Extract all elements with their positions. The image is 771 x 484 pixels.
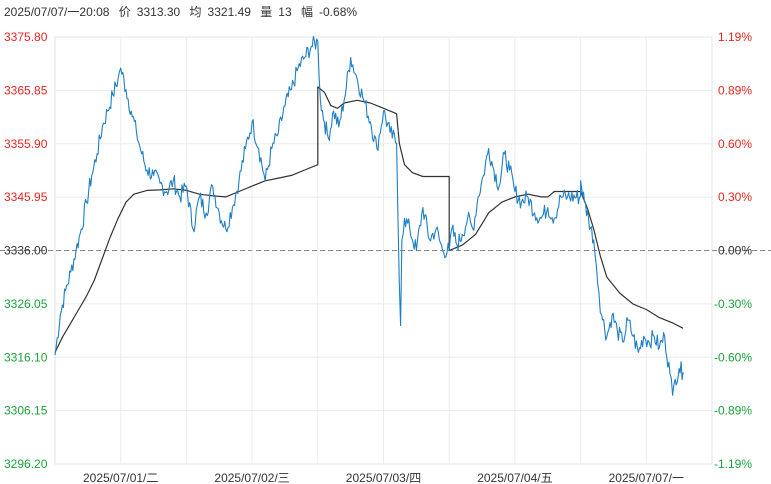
price-axis: 3375.80 3365.85 3355.90 3345.95 3336.00 3326.… — [4, 30, 48, 471]
percent-axis: 1.19% 0.89% 0.60% 0.30% 0.00% -0.30% -0.60% -0.… — [714, 30, 752, 471]
info-volume: 13 — [278, 5, 292, 19]
x-tick-label: 2025/07/01/二 — [83, 471, 158, 484]
info-datetime: 2025/07/07/一20:08 — [4, 5, 110, 19]
y-tick-label: 3316.10 — [4, 350, 48, 364]
x-tick-label: 2025/07/02/三 — [214, 471, 289, 484]
info-avg: 3321.49 — [207, 5, 251, 19]
y-tick-label: 3375.80 — [4, 30, 48, 44]
price-line — [54, 35, 684, 396]
x-tick-label: 2025/07/04/五 — [477, 471, 552, 484]
x-tick-label: 2025/07/07/一 — [609, 471, 684, 484]
y-tick-label: 3345.95 — [4, 190, 48, 204]
info-volume-label: 量 — [260, 5, 273, 19]
pct-tick-label: -0.89% — [714, 404, 752, 418]
pct-tick-label: 0.60% — [718, 137, 752, 151]
info-change-label: 幅 — [301, 5, 314, 19]
quote-info-bar: 2025/07/07/一20:08 价 3313.30 均 3321.49 量 13 … — [4, 3, 363, 20]
series-lines — [54, 35, 684, 396]
y-tick-label: 3326.05 — [4, 297, 48, 311]
info-price: 3313.30 — [136, 5, 181, 19]
pct-tick-label: -0.60% — [714, 350, 752, 364]
y-tick-label: 3296.20 — [4, 457, 48, 471]
pct-tick-label: -0.30% — [714, 297, 752, 311]
y-tick-label: 3336.00 — [4, 244, 48, 258]
x-tick-label: 2025/07/03/四 — [346, 471, 421, 484]
y-tick-label: 3365.85 — [4, 83, 48, 97]
y-tick-label: 3306.15 — [4, 404, 48, 418]
y-tick-label: 3355.90 — [4, 137, 48, 151]
chart-grid — [0, 36, 771, 465]
pct-tick-label: 0.30% — [718, 190, 752, 204]
info-avg-label: 均 — [189, 5, 202, 19]
pct-tick-label: 0.89% — [718, 83, 752, 97]
date-axis: 2025/07/01/二 2025/07/02/三 2025/07/03/四 2025… — [83, 471, 684, 484]
pct-tick-label: 0.00% — [718, 244, 752, 258]
pct-tick-label: 1.19% — [718, 30, 752, 44]
info-change: -0.68% — [319, 5, 358, 19]
pct-tick-label: -1.19% — [714, 457, 752, 471]
info-price-label: 价 — [118, 5, 131, 19]
